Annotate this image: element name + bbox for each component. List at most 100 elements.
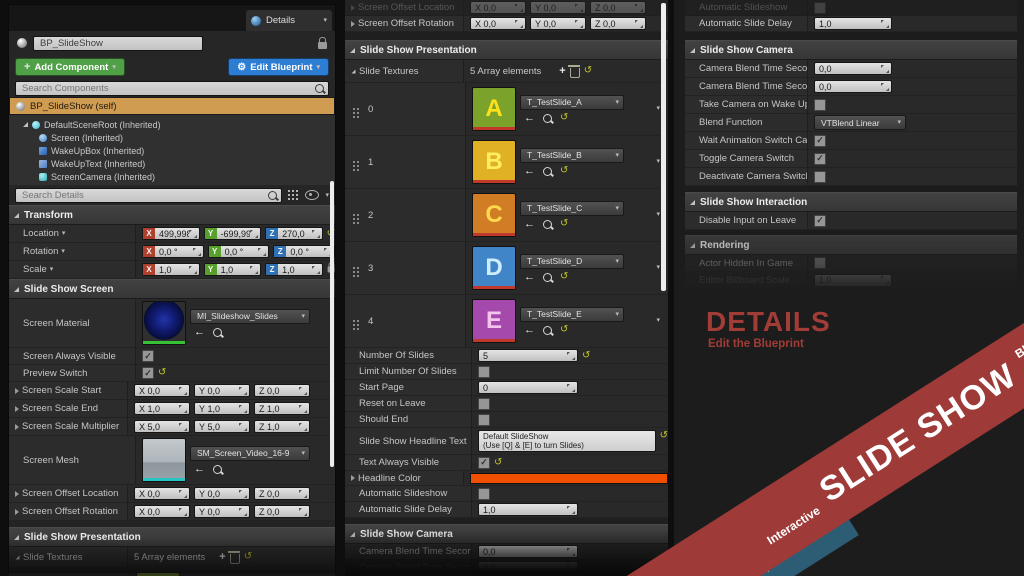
slide-thumbnail[interactable]: A [472,87,516,131]
spin-arrows-icon[interactable] [299,489,307,498]
actor-name-input[interactable] [38,36,198,50]
spin-arrows-icon[interactable] [515,19,523,28]
expander-arrow-icon[interactable] [351,4,355,11]
spin-arrows-icon[interactable] [567,563,575,572]
expander-arrow-icon[interactable] [15,508,19,515]
disable-input-checkbox[interactable]: ✓ [814,214,826,227]
use-selected-arrow-icon[interactable]: ← [524,111,535,124]
x-field[interactable]: X 1,0 [134,402,190,415]
browse-asset-icon[interactable] [543,325,552,335]
slide-thumbnail[interactable]: C [472,193,516,237]
z-field[interactable]: Z 0,0 [590,17,646,30]
z-field[interactable]: Z 0,0 [254,487,310,500]
drag-handle-icon[interactable] [353,320,355,322]
use-selected-arrow-icon[interactable]: ← [524,270,535,283]
element-options-chevron-icon[interactable]: ▾ [656,105,660,112]
rotation-z-field[interactable]: Z 0,0 ° [273,245,335,258]
spin-arrows-icon[interactable] [239,386,247,395]
slide-thumbnail[interactable]: E [472,299,516,343]
browse-asset-icon[interactable] [543,219,552,229]
spin-arrows-icon[interactable] [179,507,187,516]
section-header-slide-show-screen[interactable]: Slide Show Screen [9,279,335,299]
edit-blueprint-button[interactable]: ⚙ Edit Blueprint ▾ [228,58,329,76]
rotation-y-field[interactable]: Y 0,0 ° [207,245,270,258]
use-selected-arrow-icon[interactable]: ← [524,217,535,230]
add-element-icon[interactable]: + [559,64,566,77]
spin-arrows-icon[interactable] [179,489,187,498]
headline-color-swatch[interactable] [470,472,668,484]
drag-handle-icon[interactable] [353,108,355,110]
preview-switch-checkbox[interactable]: ✓ [142,367,154,379]
take-camera-checkbox[interactable] [814,98,826,111]
automatic-slide-delay-field[interactable]: 1,0 [814,17,892,30]
x-field[interactable]: X 0,0 [134,505,190,518]
spin-arrows-icon[interactable] [250,265,259,274]
scale-z-field[interactable]: Z 1,0 [265,263,323,276]
element-options-chevron-icon[interactable]: ▾ [656,264,660,271]
camera-blend-in-field[interactable]: 0,0 [478,545,578,558]
spin-arrows-icon[interactable] [881,276,889,284]
use-selected-arrow-icon[interactable]: ← [194,462,205,475]
spin-arrows-icon[interactable] [299,404,307,413]
spin-arrows-icon[interactable] [575,19,583,28]
reset-to-default-icon[interactable]: ↺ [583,65,593,76]
spin-arrows-icon[interactable] [299,507,307,516]
spin-arrows-icon[interactable] [179,422,187,431]
spin-arrows-icon[interactable] [250,229,259,238]
expander-arrow-icon[interactable] [15,490,19,497]
section-header-slide-show-camera[interactable]: Slide Show Camera [345,524,668,544]
spin-arrows-icon[interactable] [188,265,197,274]
section-header-rendering[interactable]: Rendering [685,235,1017,255]
lock-icon[interactable] [318,36,327,49]
browse-asset-icon[interactable] [213,464,222,474]
view-options-eye-icon[interactable] [305,190,320,200]
reset-on-leave-checkbox[interactable] [478,397,490,410]
expander-arrow-icon[interactable] [15,387,19,394]
add-component-button[interactable]: + Add Component ▾ [15,58,125,76]
drag-handle-icon[interactable] [353,267,355,269]
add-element-icon[interactable]: + [219,550,226,563]
spin-arrows-icon[interactable] [239,404,247,413]
camera-blend-in-field[interactable]: 0,0 [814,62,892,75]
use-selected-arrow-icon[interactable]: ← [194,325,205,338]
z-field[interactable]: Z 1,0 [254,420,310,433]
left-panel-scrollbar[interactable] [330,181,334,467]
element-options-chevron-icon[interactable]: ▾ [656,211,660,218]
z-field[interactable]: Z 0,0 [254,384,310,397]
rotation-x-field[interactable]: X 0,0 ° [142,245,204,258]
middle-panel-scrollbar[interactable] [661,3,666,291]
slide-thumbnail[interactable]: A [136,572,180,576]
spin-arrows-icon[interactable] [881,64,889,73]
spin-arrows-icon[interactable] [515,3,523,12]
spin-arrows-icon[interactable] [635,19,643,28]
tree-item-defaultsceneroot[interactable]: DefaultSceneRoot (Inherited) [9,118,335,131]
tab-details[interactable]: Details ▾ [246,10,332,31]
expander-arrow-icon[interactable] [15,405,19,412]
text-always-visible-checkbox[interactable]: ✓ [478,456,490,469]
material-asset-dropdown[interactable]: MI_Slideshow_Slides ▾ [190,308,310,324]
y-field[interactable]: Y 1,0 [194,402,250,415]
number-of-slides-field[interactable]: 5 [478,349,578,362]
delete-all-icon[interactable] [228,550,241,564]
slide-asset-dropdown[interactable]: T_TestSlide_B ▾ [520,147,624,163]
mesh-thumbnail[interactable] [142,438,186,482]
expander-arrow-icon[interactable] [15,423,19,430]
collapse-arrow-icon[interactable] [351,69,356,73]
spin-arrows-icon[interactable] [575,3,583,12]
wait-animation-checkbox[interactable]: ✓ [814,134,826,147]
y-field[interactable]: Y 0,0 [194,384,250,397]
chevron-down-icon[interactable]: ▾ [325,191,329,199]
location-y-field[interactable]: Y-699,9989 [203,227,262,240]
slide-asset-dropdown[interactable]: T_TestSlide_A ▾ [520,94,624,110]
slide-asset-dropdown[interactable]: T_TestSlide_E ▾ [520,306,624,322]
tree-item-wakeuptext[interactable]: WakeUpText (Inherited) [9,157,335,170]
spin-arrows-icon[interactable] [188,229,197,238]
spin-arrows-icon[interactable] [567,505,575,514]
browse-asset-icon[interactable] [213,327,222,337]
should-end-checkbox[interactable] [478,413,490,426]
browse-asset-icon[interactable] [543,113,552,123]
location-x-field[interactable]: X 499,99829 [142,227,200,240]
spin-arrows-icon[interactable] [311,229,320,238]
tree-item-screencamera[interactable]: ScreenCamera (Inherited) [9,170,335,183]
blend-function-dropdown[interactable]: VTBlend Linear ▾ [814,115,906,130]
